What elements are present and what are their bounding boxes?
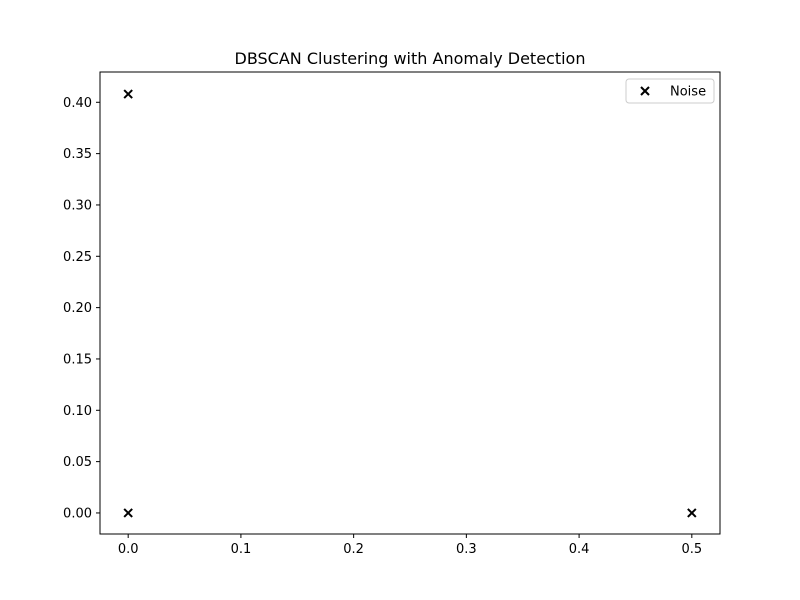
x-tick-label: 0.3 bbox=[456, 542, 477, 557]
y-tick-label: 0.15 bbox=[63, 352, 92, 367]
x-tick-label: 0.0 bbox=[118, 542, 139, 557]
plot-area bbox=[99, 71, 721, 535]
y-tick-label: 0.30 bbox=[63, 198, 92, 213]
legend-marker bbox=[640, 86, 650, 96]
y-tick-label: 0.35 bbox=[63, 147, 92, 162]
y-axis: 0.00 0.05 0.10 0.15 0.20 0.25 0.30 0.35 0.40 bbox=[63, 96, 100, 521]
noise-point bbox=[123, 508, 133, 518]
data-points bbox=[123, 89, 697, 518]
noise-point bbox=[687, 508, 697, 518]
y-tick-label: 0.00 bbox=[63, 506, 92, 521]
x-tick-label: 0.2 bbox=[343, 542, 364, 557]
x-axis: 0.0 0.1 0.2 0.3 0.4 0.5 bbox=[118, 534, 702, 557]
y-tick-label: 0.20 bbox=[63, 301, 92, 316]
y-tick-label: 0.05 bbox=[63, 455, 92, 470]
legend-label: Noise bbox=[670, 85, 706, 100]
y-tick-label: 0.10 bbox=[63, 404, 92, 419]
legend: Noise bbox=[625, 78, 715, 104]
chart-title: DBSCAN Clustering with Anomaly Detection bbox=[235, 49, 586, 68]
y-tick-label: 0.40 bbox=[63, 96, 92, 111]
x-tick-label: 0.1 bbox=[231, 542, 252, 557]
x-tick-label: 0.4 bbox=[569, 542, 590, 557]
legend-box bbox=[625, 78, 715, 104]
x-tick-label: 0.5 bbox=[681, 542, 702, 557]
noise-point bbox=[123, 89, 133, 99]
y-tick-label: 0.25 bbox=[63, 250, 92, 265]
